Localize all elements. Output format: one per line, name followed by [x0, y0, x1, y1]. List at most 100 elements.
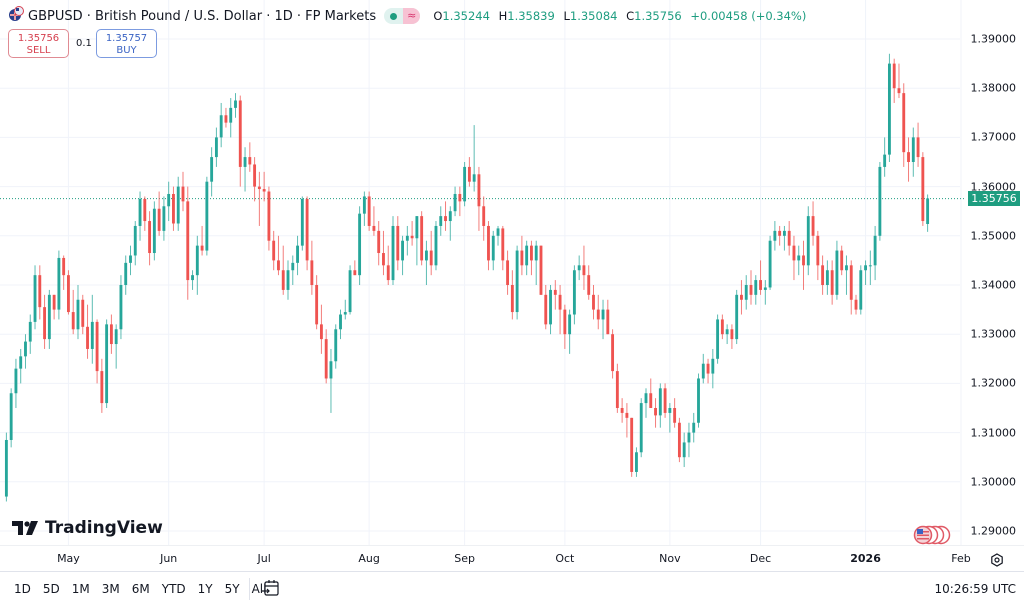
- candle-body: [596, 309, 600, 320]
- range-button-5d[interactable]: 5D: [42, 582, 60, 596]
- candle: [224, 107, 228, 128]
- candle: [405, 225, 409, 256]
- candle-body: [744, 285, 748, 300]
- buy-button[interactable]: 1.35757 BUY: [96, 29, 157, 58]
- candle-body: [362, 196, 366, 214]
- chart-settings-icon[interactable]: [990, 552, 1004, 571]
- candle-body: [525, 245, 529, 266]
- time-tick-label: Nov: [659, 552, 681, 565]
- chart-canvas[interactable]: [0, 0, 1024, 571]
- candle-body: [849, 265, 853, 300]
- candle: [534, 240, 538, 285]
- price-tick-label: 1.29000: [970, 524, 1017, 538]
- candle-body: [343, 312, 347, 315]
- candle-body: [887, 63, 891, 155]
- candle-body: [229, 107, 233, 123]
- candle: [553, 280, 557, 310]
- candle: [611, 329, 615, 379]
- candle: [921, 152, 925, 226]
- candle-body: [152, 208, 156, 254]
- go-to-date-icon[interactable]: [261, 578, 281, 602]
- market-status-pill[interactable]: ≈: [384, 8, 421, 24]
- candle-body: [792, 245, 796, 261]
- candle-body: [243, 157, 247, 167]
- candle-body: [186, 201, 190, 281]
- time-tick-label: Jul: [257, 552, 271, 565]
- candle: [329, 348, 333, 413]
- candle-body: [195, 245, 199, 276]
- candle: [105, 319, 109, 408]
- tradingview-logo[interactable]: TradingView: [12, 518, 163, 538]
- logo-text: TradingView: [45, 518, 163, 538]
- candle: [510, 270, 514, 320]
- candle-body: [582, 265, 586, 276]
- candle-body: [391, 225, 395, 281]
- candle-body: [902, 93, 906, 153]
- candle: [448, 206, 452, 241]
- range-button-1d[interactable]: 1D: [14, 582, 31, 596]
- candle: [205, 176, 209, 256]
- candle: [453, 186, 457, 217]
- candle-body: [515, 250, 519, 313]
- candle-body: [692, 422, 696, 433]
- candle-body: [568, 314, 572, 335]
- candle-body: [854, 299, 858, 310]
- range-button-1y[interactable]: 1Y: [197, 582, 213, 596]
- candle: [191, 270, 194, 290]
- candle-body: [353, 270, 357, 276]
- candle-body: [67, 275, 70, 313]
- candle: [802, 240, 805, 290]
- symbol-title[interactable]: GBPUSD · British Pound / U.S. Dollar · 1…: [28, 8, 377, 24]
- candle-body: [673, 408, 677, 423]
- candle: [825, 260, 829, 295]
- candle: [668, 403, 672, 433]
- candle-body: [172, 193, 175, 224]
- candle-body: [778, 230, 782, 236]
- candle: [897, 63, 901, 99]
- candle: [238, 95, 242, 187]
- range-button-3m[interactable]: 3M: [101, 582, 120, 596]
- candle-body: [716, 319, 720, 359]
- candle-body: [448, 211, 452, 222]
- candle-body: [630, 417, 634, 472]
- economic-events-flags-icon[interactable]: [913, 525, 951, 549]
- candle-body: [730, 329, 734, 340]
- candle: [310, 240, 314, 295]
- candle: [577, 255, 581, 281]
- gbp-usd-flag-icon[interactable]: [8, 6, 24, 26]
- candle: [119, 275, 123, 340]
- candle: [195, 235, 199, 295]
- candle: [768, 235, 772, 290]
- candle-body: [625, 412, 629, 418]
- candle-body: [4, 439, 8, 497]
- candle-body: [768, 240, 772, 288]
- candle: [33, 265, 37, 330]
- candle-body: [382, 253, 385, 266]
- candle-body: [286, 270, 290, 290]
- candle: [28, 314, 32, 354]
- candle-body: [305, 198, 309, 261]
- candle: [143, 196, 147, 231]
- range-button-all[interactable]: All: [251, 582, 267, 596]
- candle: [868, 250, 872, 285]
- candle-body: [181, 186, 185, 202]
- candle: [854, 294, 858, 315]
- candle-body: [811, 216, 815, 236]
- candle: [615, 363, 619, 413]
- range-button-1m[interactable]: 1M: [71, 582, 90, 596]
- market-open-dot-icon: [390, 12, 398, 20]
- candle: [673, 398, 677, 428]
- symbol-header: GBPUSD · British Pound / U.S. Dollar · 1…: [8, 6, 806, 26]
- candle: [396, 216, 400, 271]
- candle-body: [114, 329, 118, 345]
- range-button-5y[interactable]: 5Y: [224, 582, 240, 596]
- range-button-6m[interactable]: 6M: [131, 582, 150, 596]
- clock-utc[interactable]: 10:26:59 UTC: [934, 582, 1017, 596]
- candle: [697, 373, 700, 428]
- candle-body: [816, 235, 820, 266]
- range-button-ytd[interactable]: YTD: [161, 582, 186, 596]
- candle-body: [859, 270, 863, 310]
- candle: [582, 245, 586, 290]
- candle: [487, 221, 490, 271]
- sell-button[interactable]: 1.35756 SELL: [8, 29, 69, 58]
